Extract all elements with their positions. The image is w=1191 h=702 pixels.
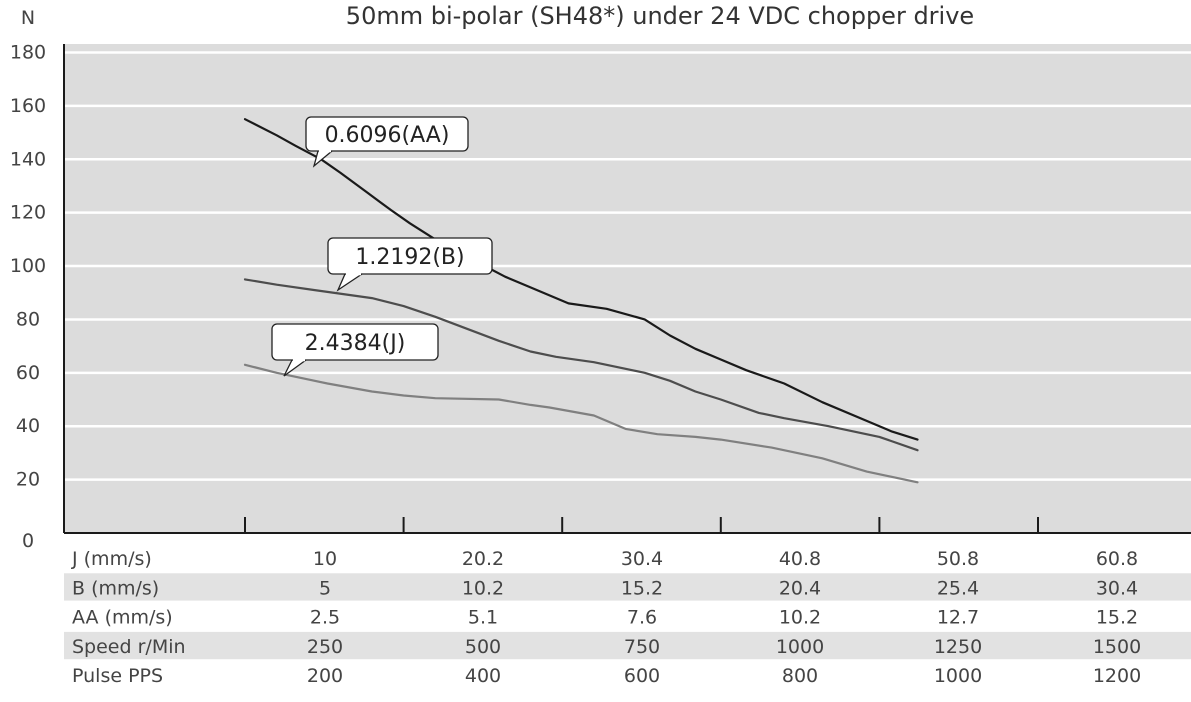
table-cell: 1000 [934, 665, 982, 687]
table-row-label: J (mm/s) [71, 548, 152, 570]
table-row-shading [64, 631, 1191, 660]
table-cell: 750 [624, 636, 660, 658]
table-cell: 12.7 [937, 607, 979, 629]
table-cell: 1250 [934, 636, 982, 658]
callout-box [305, 116, 469, 152]
table-row: J (mm/s) 10 20.2 30.4 40.8 50.8 60.8 [71, 548, 1138, 570]
table-cell: 20.2 [462, 548, 504, 570]
speed-table: J (mm/s) 10 20.2 30.4 40.8 50.8 60.8 B (mm/s) 5 1… [64, 548, 1191, 687]
table-row-label: AA (mm/s) [72, 607, 173, 629]
table-row: Speed r/Min 250 500 750 1000 1250 1500 [64, 631, 1191, 660]
table-cell: 15.2 [621, 577, 663, 599]
table-cell: 500 [465, 636, 501, 658]
table-cell: 7.6 [627, 607, 657, 629]
table-cell: 1200 [1093, 665, 1141, 687]
table-cell: 10.2 [462, 577, 504, 599]
series-line-AA [243, 118, 919, 441]
plot-area [64, 44, 1191, 533]
table-row-label: Speed r/Min [72, 636, 186, 658]
table-cell: 60.8 [1096, 548, 1138, 570]
callout-box [271, 323, 439, 361]
table-cell: 15.2 [1096, 607, 1138, 629]
grid-lines [64, 51, 1191, 481]
table-cell: 800 [782, 665, 818, 687]
series-line-B [243, 278, 919, 452]
callout-label: 2.4384(J) [305, 331, 406, 356]
callout-AA: 0.6096(AA) [305, 116, 469, 168]
table-row-label: B (mm/s) [72, 577, 159, 599]
chart-title: 50mm bi-polar (SH48*) under 24 VDC chopp… [346, 2, 974, 30]
y-tick-label: 20 [16, 469, 40, 491]
table-cell: 10.2 [779, 607, 821, 629]
callout-pointer [312, 150, 333, 168]
table-cell: 30.4 [621, 548, 663, 570]
table-cell: 5.1 [468, 607, 498, 629]
table-cell: 1500 [1093, 636, 1141, 658]
axes [63, 44, 1191, 534]
table-row: Pulse PPS 200 400 600 800 1000 1200 [72, 665, 1141, 687]
table-cell: 50.8 [937, 548, 979, 570]
callout-label: 1.2192(B) [355, 245, 464, 270]
table-cell: 200 [307, 665, 343, 687]
callout-B: 1.2192(B) [327, 237, 493, 292]
series-line-J [243, 363, 919, 484]
table-row-shading [64, 573, 1191, 601]
y-tick-label: 40 [16, 415, 40, 437]
table-cell: 30.4 [1096, 577, 1138, 599]
series-callouts: 0.6096(AA) 1.2192(B) 2.4384(J) [271, 116, 493, 377]
callout-pointer [283, 359, 307, 377]
table-cell: 1000 [776, 636, 824, 658]
y-tick-label: 140 [10, 148, 46, 170]
y-tick-label: 60 [16, 362, 40, 384]
table-row: B (mm/s) 5 10.2 15.2 20.4 25.4 30.4 [64, 573, 1191, 601]
y-axis-ticks: 0 20 40 60 80 100 120 140 160 180 [10, 42, 46, 553]
y-tick-label: 100 [10, 255, 46, 277]
table-cell: 5 [319, 577, 331, 599]
callout-box [327, 237, 493, 275]
table-cell: 400 [465, 665, 501, 687]
table-cell: 25.4 [937, 577, 979, 599]
table-row-label: Pulse PPS [72, 665, 163, 687]
table-cell: 40.8 [779, 548, 821, 570]
y-tick-label: 160 [10, 95, 46, 117]
table-row: AA (mm/s) 2.5 5.1 7.6 10.2 12.7 15.2 [72, 607, 1138, 629]
y-tick-label: 180 [10, 42, 46, 64]
x-axis-ticks [244, 517, 1039, 533]
y-axis-unit-label: N [21, 7, 35, 29]
callout-J: 2.4384(J) [271, 323, 439, 377]
table-cell: 20.4 [779, 577, 821, 599]
table-cell: 600 [624, 665, 660, 687]
table-cell: 2.5 [310, 607, 340, 629]
callout-label: 0.6096(AA) [325, 123, 450, 148]
table-cell: 250 [307, 636, 343, 658]
y-tick-label: 80 [16, 308, 40, 330]
y-tick-label: 120 [10, 202, 46, 224]
y-tick-label: 0 [22, 530, 34, 552]
callout-pointer [336, 273, 363, 292]
table-cell: 10 [313, 548, 337, 570]
series-lines [243, 118, 919, 484]
